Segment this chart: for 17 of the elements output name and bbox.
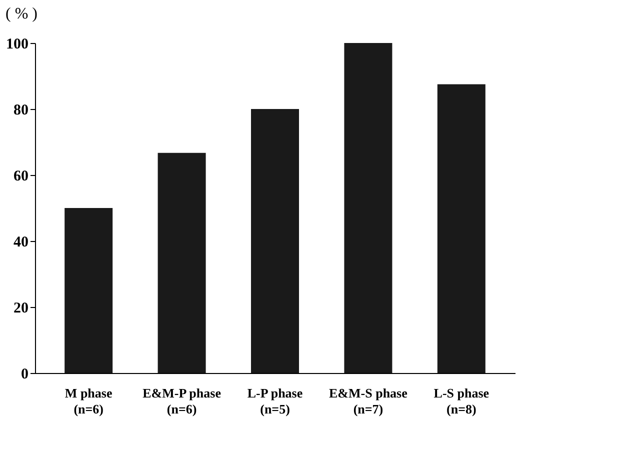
y-tick-label: 80 — [14, 102, 28, 118]
y-tick-label: 0 — [21, 366, 28, 382]
bar — [251, 109, 299, 373]
x-tick-label: L-P phase (n=5) — [247, 386, 303, 416]
y-tick-label: 100 — [6, 36, 28, 52]
x-tick-label: E&M-S phase (n=7) — [329, 386, 408, 416]
x-tick-label: M phase (n=6) — [64, 386, 112, 416]
bar — [64, 208, 113, 373]
y-tick-label: 60 — [14, 168, 28, 184]
y-tick-label: 40 — [14, 234, 28, 250]
bar — [437, 84, 486, 373]
bar — [344, 43, 392, 373]
x-tick-label: E&M-P phase (n=6) — [142, 386, 222, 416]
x-tick-label: L-S phase (n=8) — [434, 386, 490, 416]
y-axis-title: ( % ) — [6, 6, 38, 22]
y-tick-label: 20 — [14, 300, 28, 316]
bar — [158, 152, 206, 373]
